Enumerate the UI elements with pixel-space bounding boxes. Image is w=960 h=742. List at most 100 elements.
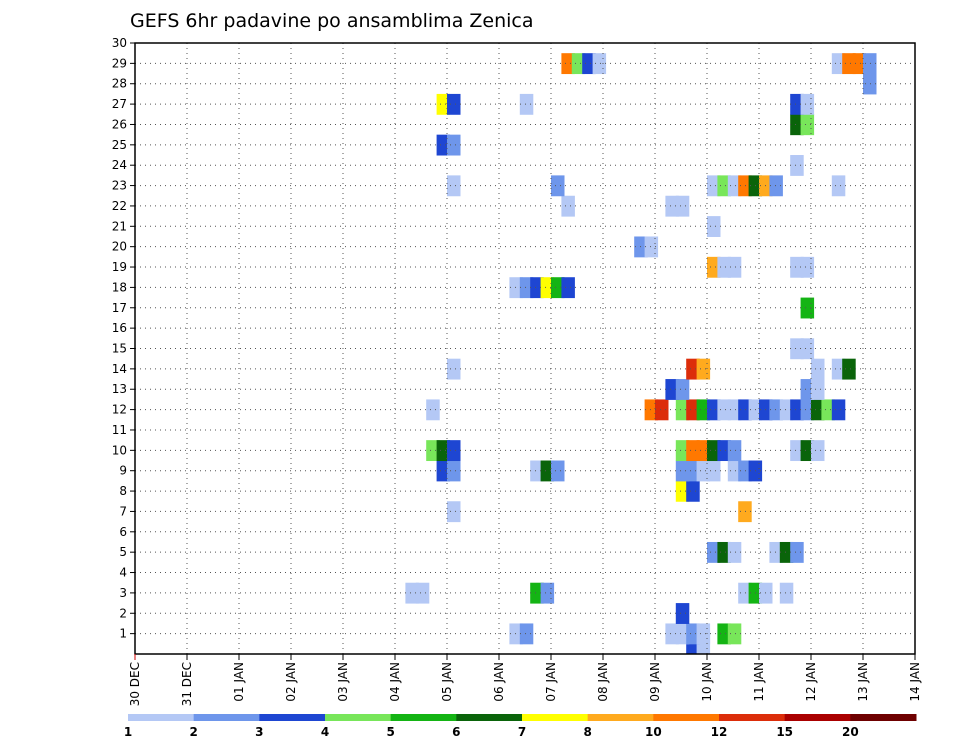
precip-cell: [779, 541, 794, 563]
colorbar-label: 4: [321, 725, 329, 739]
precip-cell: [800, 114, 815, 136]
x-tick-label: 30 DEC: [128, 662, 142, 706]
y-tick-label: 20: [112, 240, 127, 254]
colorbar-label: 5: [386, 725, 394, 739]
y-tick-label: 12: [112, 403, 127, 417]
precip-cell: [707, 175, 721, 197]
precip-cell: [790, 155, 804, 176]
precip-cell: [447, 134, 461, 156]
y-tick-label: 10: [112, 443, 127, 457]
precip-cell: [415, 582, 430, 604]
colorbar-label: 7: [518, 725, 526, 739]
y-tick-label: 5: [119, 545, 127, 559]
precip-cell: [790, 440, 804, 462]
precip-cell: [675, 195, 690, 217]
precip-cell: [727, 541, 742, 563]
precip-cell: [717, 623, 731, 645]
precip-cell: [863, 53, 877, 75]
colorbar-label: 12: [711, 725, 728, 739]
x-tick-label: 07 JAN: [544, 662, 558, 702]
x-tick-label: 02 JAN: [284, 662, 298, 702]
x-tick-label: 03 JAN: [336, 662, 350, 702]
grid-lines: [135, 43, 915, 654]
precip-cell: [738, 460, 752, 482]
precip-cell: [738, 501, 752, 523]
precip-cell: [696, 358, 711, 380]
precip-cell: [509, 623, 523, 645]
y-tick-label: 26: [112, 117, 127, 131]
precip-cell: [551, 277, 565, 299]
precip-cell: [447, 501, 461, 523]
precip-cell: [717, 541, 731, 563]
precip-cell: [800, 338, 815, 360]
precip-cell: [707, 399, 721, 421]
data-cells: [405, 53, 877, 655]
precip-cell: [436, 134, 451, 156]
precip-cell: [519, 93, 534, 115]
colorbar-label: 8: [583, 725, 591, 739]
precip-cell: [665, 379, 679, 400]
precip-cell: [707, 216, 721, 237]
x-tick-label: 09 JAN: [648, 662, 662, 702]
precip-cell: [675, 460, 690, 482]
precip-cell: [686, 460, 700, 482]
y-tick-label: 22: [112, 199, 127, 213]
colorbar-swatch: [653, 714, 720, 721]
chart-title: GEFS 6hr padavine po ansamblima Zenica: [130, 10, 534, 32]
precip-cell: [696, 623, 711, 645]
y-tick-label: 19: [112, 260, 127, 274]
y-tick-label: 21: [112, 219, 127, 233]
y-tick-label: 1: [119, 627, 127, 641]
precip-cell: [540, 460, 555, 482]
precip-cell: [727, 440, 742, 462]
precip-cell: [561, 277, 575, 299]
precip-cell: [655, 399, 669, 421]
precip-cell: [519, 277, 534, 299]
precip-cell: [790, 541, 804, 563]
precip-cell: [800, 399, 815, 421]
y-tick-label: 8: [119, 484, 127, 498]
precip-cell: [571, 53, 586, 75]
precip-cell: [436, 93, 451, 115]
colorbar-label: 20: [842, 725, 859, 739]
y-axis: 1234567891011121314151617181920212223242…: [112, 36, 135, 641]
precip-cell: [717, 440, 731, 462]
y-tick-label: 6: [119, 525, 127, 539]
precip-cell: [831, 175, 846, 197]
y-tick-label: 3: [119, 586, 127, 600]
precip-cell: [426, 440, 440, 462]
precip-cell: [707, 440, 721, 462]
precip-cell: [582, 53, 596, 75]
y-tick-label: 13: [112, 382, 127, 396]
precip-cell: [738, 582, 752, 604]
precip-cell: [551, 460, 565, 482]
x-tick-label: 14 JAN: [908, 662, 922, 702]
colorbar-swatch: [193, 714, 260, 721]
x-tick-label: 01 JAN: [232, 662, 246, 702]
y-tick-label: 2: [119, 606, 127, 620]
x-tick-label: 08 JAN: [596, 662, 610, 702]
y-tick-label: 23: [112, 179, 127, 193]
precip-cell: [696, 460, 711, 482]
precip-cell: [665, 623, 679, 645]
colorbar-label: 3: [255, 725, 263, 739]
y-tick-label: 16: [112, 321, 127, 335]
precip-cell: [540, 277, 555, 299]
precip-cell: [696, 399, 711, 421]
precip-cell: [790, 114, 804, 136]
y-tick-label: 11: [112, 423, 127, 437]
colorbar-swatch: [587, 714, 654, 721]
x-tick-label: 06 JAN: [492, 662, 506, 702]
precip-cell: [707, 460, 721, 482]
precip-cell: [831, 358, 846, 380]
precip-cell: [686, 623, 700, 645]
precip-cell: [738, 399, 752, 421]
precip-cell: [447, 93, 461, 115]
precip-cell: [675, 623, 690, 645]
precip-cell: [842, 53, 856, 75]
precip-cell: [842, 358, 856, 380]
precip-cell: [551, 175, 565, 197]
precip-cell: [426, 399, 440, 421]
x-tick-label: 11 JAN: [752, 662, 766, 702]
